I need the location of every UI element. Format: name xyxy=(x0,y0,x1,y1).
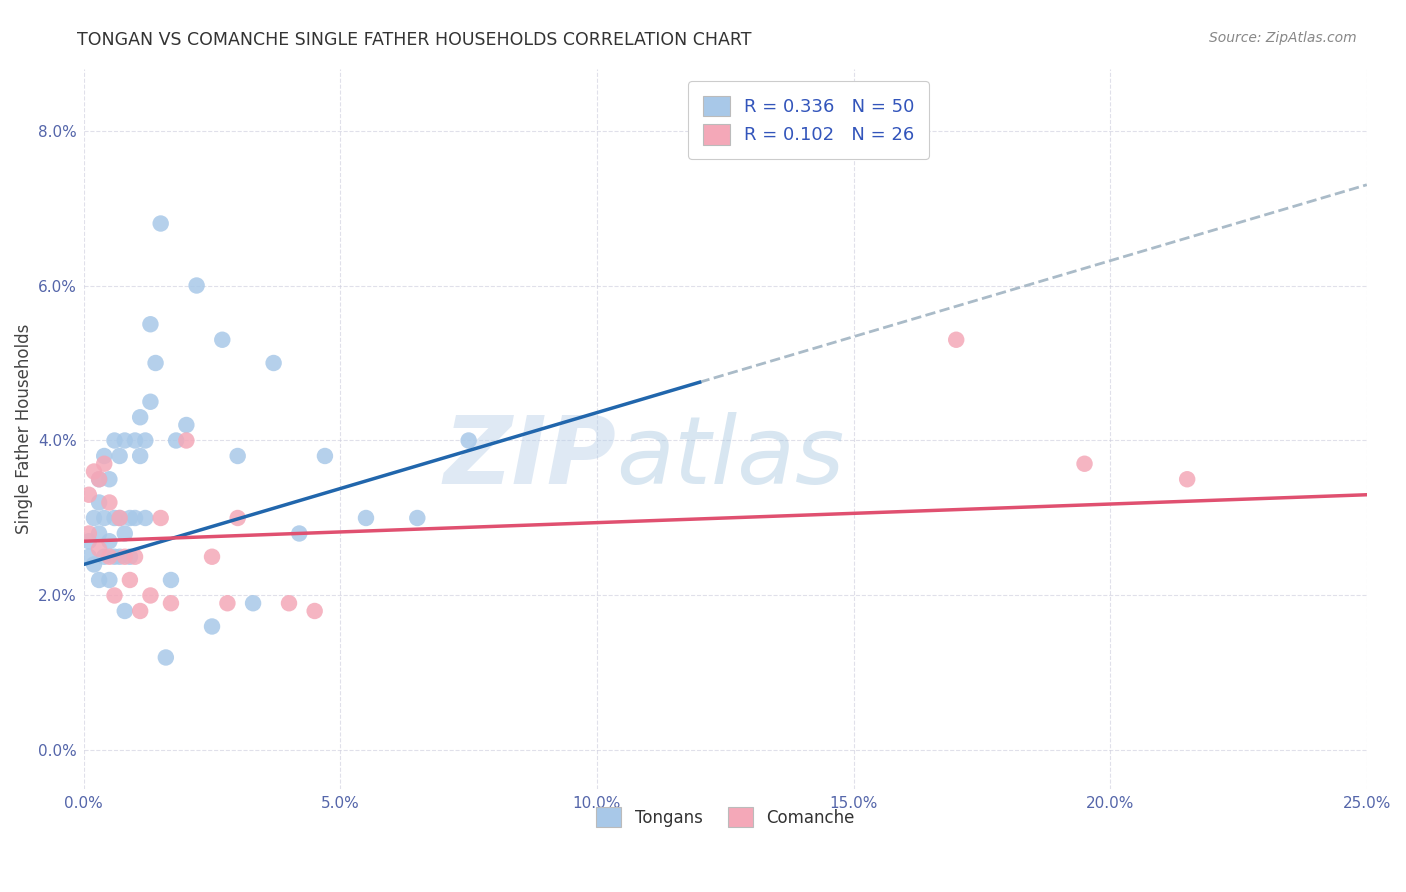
Point xyxy=(77,526,100,541)
Point xyxy=(114,526,136,541)
Point xyxy=(149,511,172,525)
Point xyxy=(406,511,429,525)
Point xyxy=(139,589,162,603)
Point xyxy=(134,511,156,525)
Point xyxy=(211,333,233,347)
Point xyxy=(278,596,301,610)
Point xyxy=(139,318,162,332)
Point xyxy=(263,356,285,370)
Point xyxy=(98,573,121,587)
Point xyxy=(129,410,152,425)
Point xyxy=(354,511,377,525)
Point xyxy=(217,596,239,610)
Point xyxy=(77,488,100,502)
Point xyxy=(124,549,146,564)
Point xyxy=(186,278,208,293)
Point xyxy=(108,511,131,525)
Point xyxy=(103,549,125,564)
Point xyxy=(77,534,100,549)
Point xyxy=(98,472,121,486)
Point xyxy=(201,619,224,633)
Point xyxy=(1175,472,1198,486)
Point xyxy=(87,495,110,509)
Point xyxy=(87,541,110,556)
Point xyxy=(118,511,141,525)
Point xyxy=(457,434,479,448)
Point xyxy=(108,511,131,525)
Y-axis label: Single Father Households: Single Father Households xyxy=(15,324,32,534)
Point xyxy=(83,511,105,525)
Point xyxy=(93,511,115,525)
Point xyxy=(98,534,121,549)
Point xyxy=(98,549,121,564)
Legend: Tongans, Comanche: Tongans, Comanche xyxy=(588,799,862,835)
Point xyxy=(114,549,136,564)
Point xyxy=(77,549,100,564)
Text: ZIP: ZIP xyxy=(443,412,616,504)
Point xyxy=(201,549,224,564)
Point xyxy=(93,457,115,471)
Point xyxy=(83,558,105,572)
Point xyxy=(129,604,152,618)
Point xyxy=(242,596,264,610)
Text: atlas: atlas xyxy=(616,412,845,503)
Point xyxy=(304,604,326,618)
Point xyxy=(103,589,125,603)
Point xyxy=(87,526,110,541)
Point xyxy=(288,526,311,541)
Point xyxy=(93,449,115,463)
Point xyxy=(165,434,187,448)
Text: TONGAN VS COMANCHE SINGLE FATHER HOUSEHOLDS CORRELATION CHART: TONGAN VS COMANCHE SINGLE FATHER HOUSEHO… xyxy=(77,31,752,49)
Point xyxy=(226,449,249,463)
Point xyxy=(118,549,141,564)
Point xyxy=(103,511,125,525)
Point xyxy=(176,417,198,432)
Point xyxy=(149,217,172,231)
Point xyxy=(160,573,183,587)
Point xyxy=(114,434,136,448)
Point xyxy=(124,511,146,525)
Point xyxy=(129,449,152,463)
Point xyxy=(160,596,183,610)
Point xyxy=(176,434,198,448)
Point xyxy=(93,549,115,564)
Point xyxy=(945,333,967,347)
Point xyxy=(87,472,110,486)
Point xyxy=(98,495,121,509)
Point xyxy=(103,434,125,448)
Text: Source: ZipAtlas.com: Source: ZipAtlas.com xyxy=(1209,31,1357,45)
Point xyxy=(87,472,110,486)
Point xyxy=(1073,457,1095,471)
Point xyxy=(139,394,162,409)
Point xyxy=(134,434,156,448)
Point xyxy=(124,434,146,448)
Point xyxy=(108,449,131,463)
Point xyxy=(145,356,167,370)
Point xyxy=(314,449,336,463)
Point xyxy=(226,511,249,525)
Point xyxy=(83,465,105,479)
Point xyxy=(114,604,136,618)
Point xyxy=(87,573,110,587)
Point xyxy=(108,549,131,564)
Point xyxy=(118,573,141,587)
Point xyxy=(155,650,177,665)
